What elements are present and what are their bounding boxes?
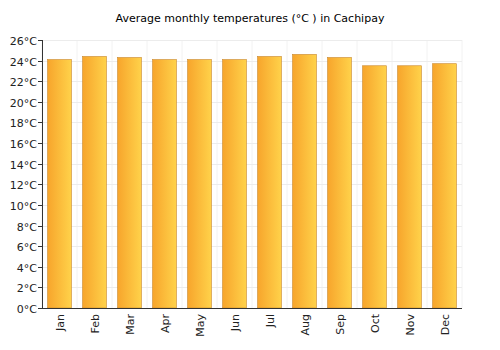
bar [153,60,177,308]
y-tick [38,102,42,103]
x-tick-label: Mar [124,314,137,335]
bar [398,66,422,308]
x-tick-label: Feb [89,314,102,333]
bar [258,56,282,308]
y-tick-label: 26°C [10,35,37,48]
bar [433,64,457,308]
y-tick [38,143,42,144]
grid [42,40,462,309]
bar [293,54,317,308]
y-tick-label: 20°C [10,97,37,110]
bar [83,56,107,308]
y-tick [38,184,42,185]
bar [223,60,247,308]
bar [188,60,212,308]
title: Average monthly temperatures (°C ) in Ca… [116,12,385,25]
bar [118,58,142,308]
y-tick-label: 6°C [17,241,37,254]
y-tick-label: 16°C [10,138,37,151]
x-tick-label: Nov [404,314,417,336]
bar [363,66,387,308]
y-tick [38,308,42,309]
y-tick-label: 24°C [10,56,37,69]
chart: Average monthly temperatures (°C ) in Ca… [0,0,500,350]
y-tick [38,81,42,82]
y-tick-label: 18°C [10,117,37,130]
bar [48,60,72,308]
x-tick-label: Jun [229,314,242,332]
y-tick-label: 10°C [10,200,37,213]
y-tick [38,61,42,62]
y-tick-label: 22°C [10,76,37,89]
y-tick [38,246,42,247]
y-tick [38,267,42,268]
y-tick [38,122,42,123]
y-axis [42,40,43,308]
y-tick-label: 8°C [17,221,37,234]
x-tick-label: Oct [369,313,382,333]
grid-line [42,40,462,41]
x-tick-label: Apr [159,314,172,334]
x-tick-label: Dec [439,314,452,335]
y-tick-label: 2°C [17,282,37,295]
x-axis [42,308,462,309]
y-tick [38,40,42,41]
y-tick-label: 14°C [10,159,37,172]
bars [48,54,457,308]
y-tick-label: 0°C [17,303,37,316]
x-tick-label: Aug [299,314,312,335]
bar [328,58,352,308]
y-tick [38,226,42,227]
y-tick-label: 12°C [10,179,37,192]
y-tick-label: 4°C [17,262,37,275]
x-tick-label: Jul [264,314,277,328]
y-tick [38,287,42,288]
grid-line [42,308,462,309]
x-tick-label: May [194,314,207,337]
x-tick-label: Jan [54,314,67,332]
x-tick-label: Sep [334,314,347,335]
y-tick [38,205,42,206]
y-tick [38,164,42,165]
